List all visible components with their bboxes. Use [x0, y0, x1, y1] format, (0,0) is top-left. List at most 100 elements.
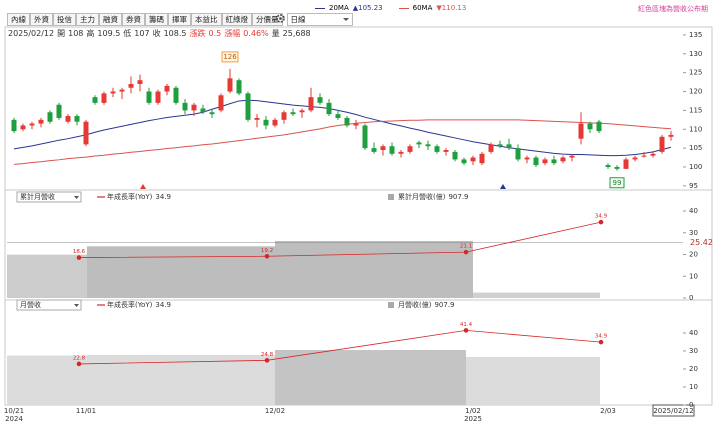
candle-body — [515, 148, 521, 160]
quote-info: 2025/02/12 開 108 高 109.5 低 107 收 108.5 漲跌 0.5 漲幅 0.4… — [8, 28, 314, 39]
yoy-point — [598, 339, 604, 345]
candle-body — [101, 93, 107, 103]
x-tick-label: 11/01 — [76, 407, 96, 415]
high-label: 126 — [223, 53, 237, 61]
panel-selector-label: 月營收 — [20, 300, 41, 309]
quote-label: 低 — [123, 29, 132, 38]
toolbar-tab[interactable]: 分價量 — [252, 13, 283, 26]
toolbar-tab[interactable]: 籌碼 — [145, 13, 168, 26]
legend-value: 907.9 — [434, 301, 454, 309]
panel-selector[interactable] — [16, 299, 82, 311]
volume-label: 量 — [271, 29, 280, 38]
candle-body — [110, 91, 116, 94]
candle-body — [290, 112, 296, 115]
toolbar-tab[interactable]: 投信 — [53, 13, 76, 26]
quote-label: 高 — [86, 29, 95, 38]
toolbar-tab[interactable]: 主力 — [76, 13, 99, 26]
y-tick-label: 125 — [689, 69, 702, 77]
candle-body — [74, 116, 80, 122]
candle-body — [92, 97, 98, 103]
ma-legend-item: 60MA ▼110.13 — [398, 4, 466, 12]
pct-label: 漲幅 — [224, 29, 241, 38]
candle-body — [641, 155, 647, 157]
candle-body — [461, 159, 467, 164]
candle-body — [263, 119, 269, 126]
candle-body — [254, 117, 260, 120]
panel-selector[interactable] — [16, 191, 82, 203]
candle-body — [191, 104, 197, 111]
candle-body — [137, 80, 143, 84]
candle-body — [443, 150, 449, 152]
candle-body — [560, 157, 566, 162]
revenue-bar — [87, 355, 275, 405]
yoy-line — [78, 330, 602, 365]
candle-body — [596, 121, 602, 132]
settings-icon[interactable] — [275, 13, 286, 24]
low-label: 99 — [613, 179, 622, 187]
ma-swatch — [315, 7, 325, 9]
candle-body — [272, 119, 278, 126]
ma-swatch — [398, 7, 409, 9]
toolbar-tab[interactable]: 融資 — [99, 13, 122, 26]
ma-name: 60MA — [412, 4, 433, 12]
yoy-point — [463, 328, 469, 333]
yoy-label: 41.4 — [460, 322, 473, 328]
candle-body — [650, 153, 656, 156]
legend-name: 累計月營收(億) — [398, 192, 446, 201]
notice-link[interactable]: 紅色區塊為營收公布期 — [638, 5, 708, 13]
y-tick-label: 120 — [689, 88, 702, 96]
candle-body — [245, 93, 251, 120]
toolbar-tab[interactable]: 券資 — [122, 13, 145, 26]
yoy-point — [598, 219, 604, 225]
candle-body — [416, 142, 422, 145]
candle-body — [29, 123, 35, 126]
legend-value: 907.9 — [448, 193, 468, 201]
candle-body — [128, 83, 134, 88]
toolbar-tab[interactable]: 揮軍 — [168, 13, 191, 26]
toolbar-tab[interactable]: 外資 — [30, 13, 53, 26]
y-tick-label: 115 — [689, 106, 702, 114]
event-marker — [500, 184, 506, 189]
candle-body — [218, 95, 224, 111]
ma-line — [13, 99, 672, 157]
change-value: 0.5 — [208, 29, 222, 38]
ma-name: 20MA — [329, 4, 349, 12]
candle-body — [344, 117, 350, 126]
pct-value: 0.46% — [243, 29, 269, 38]
candle-body — [317, 97, 323, 103]
y-tick-label: 100 — [689, 163, 702, 171]
candle-body — [119, 89, 125, 92]
yoy-point — [76, 255, 82, 260]
revenue-bar — [473, 292, 600, 298]
candle-body — [623, 159, 629, 169]
x-tick-label: 10/21 — [4, 407, 24, 415]
y-tick-label: 10 — [689, 383, 698, 391]
candle-body — [569, 155, 575, 158]
candle-body — [335, 114, 341, 118]
candle-body — [506, 144, 512, 149]
period-select[interactable]: 日線 — [286, 13, 353, 26]
candle-body — [578, 123, 584, 139]
toolbar-tab[interactable]: 內線 — [7, 13, 30, 26]
candle-body — [470, 157, 476, 162]
revenue-bar — [275, 241, 473, 298]
candle-body — [209, 112, 215, 115]
ma-legend: 20MA ▲105.23 60MA ▼110.13 — [315, 4, 466, 12]
candle-body — [308, 97, 314, 111]
y-tick-label: 20 — [689, 251, 698, 259]
yoy-point — [264, 358, 270, 363]
toolbar-tab[interactable]: 本益比 — [191, 13, 222, 26]
yoy-point — [264, 253, 270, 259]
candle-body — [200, 108, 206, 113]
x-tick-label: 1/02 — [465, 407, 481, 415]
cursor-date: 2025/02/12 — [653, 407, 693, 415]
toolbar-tab[interactable]: 紅綠燈 — [221, 13, 252, 26]
panel-selector-label: 累計月營收 — [20, 192, 55, 201]
candle-body — [83, 121, 89, 145]
candle-body — [380, 146, 386, 151]
candle-body — [605, 165, 611, 167]
y-tick-label: 110 — [689, 125, 702, 133]
candle-body — [479, 153, 485, 164]
candle-body — [236, 80, 242, 94]
selector-arrow — [74, 304, 79, 307]
